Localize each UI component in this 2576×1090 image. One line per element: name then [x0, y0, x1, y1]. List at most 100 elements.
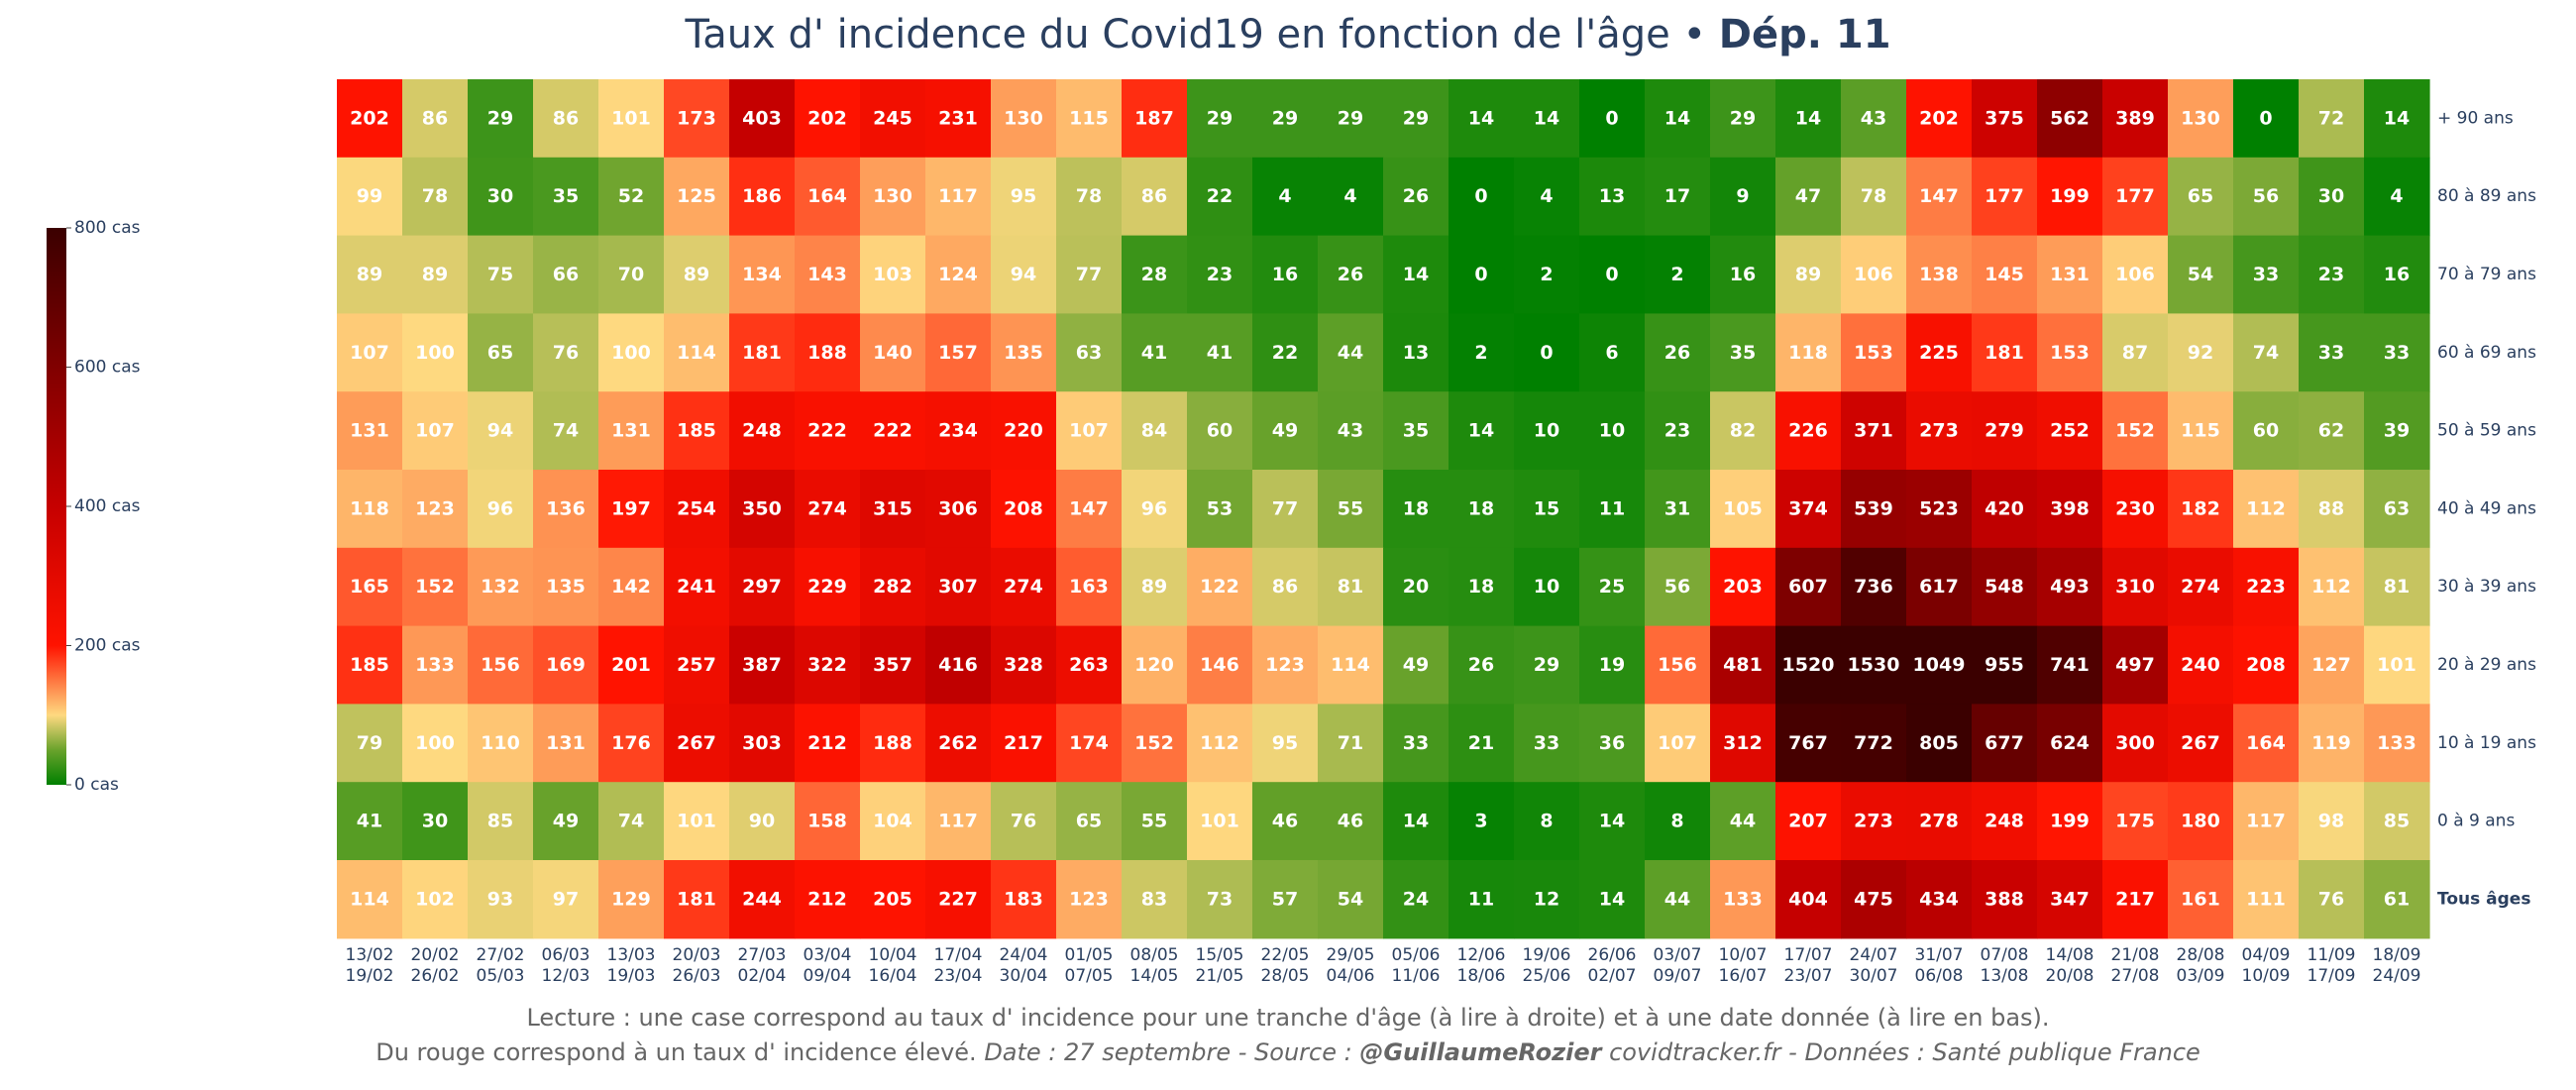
heatmap-cell — [2168, 860, 2234, 939]
cell-value-label: 273 — [1919, 420, 1959, 442]
heatmap-cell — [533, 157, 599, 237]
cell-value-label: 132 — [481, 576, 520, 598]
heatmap-cell — [1775, 860, 1842, 939]
heatmap-cell — [468, 782, 534, 861]
heatmap-cell — [1318, 391, 1384, 471]
heatmap-cell — [533, 391, 599, 471]
row-label: 60 à 69 ans — [2437, 343, 2536, 363]
cell-value-label: 136 — [546, 497, 586, 519]
heatmap-cell — [2168, 470, 2234, 549]
cell-value-label: 234 — [938, 420, 978, 442]
cell-value-label: 74 — [553, 420, 579, 442]
row-label: 70 à 79 ans — [2437, 265, 2536, 284]
cell-value-label: 173 — [677, 107, 716, 129]
cell-value-label: 125 — [677, 185, 716, 207]
cell-value-label: 212 — [807, 888, 847, 910]
cell-value-label: 112 — [2311, 576, 2351, 598]
cell-value-label: 35 — [553, 185, 579, 207]
chart-title-main: Taux d' incidence du Covid19 en fonction… — [684, 12, 1718, 57]
cell-value-label: 44 — [1664, 888, 1690, 910]
cell-value-label: 130 — [873, 185, 912, 207]
heatmap-cell — [2168, 782, 2234, 861]
cell-value-label: 805 — [1919, 732, 1959, 754]
cell-value-label: 181 — [1985, 342, 2024, 364]
heatmap-cell — [598, 470, 665, 549]
cell-value-label: 78 — [1861, 185, 1886, 207]
cell-value-label: 131 — [2050, 264, 2090, 285]
cell-value-label: 57 — [1272, 888, 1298, 910]
cell-value-label: 164 — [807, 185, 847, 207]
heatmap-cell — [925, 313, 992, 392]
column-label-end: 06/08 — [1915, 966, 1964, 986]
cell-value-label: 117 — [938, 811, 978, 832]
heatmap-cell — [2299, 782, 2365, 861]
heatmap-cell — [533, 470, 599, 549]
cell-value-label: 188 — [807, 342, 847, 364]
heatmap-cell — [337, 860, 403, 939]
heatmap-cell — [1775, 235, 1842, 314]
cell-value-label: 127 — [2311, 654, 2351, 676]
cell-value-label: 76 — [553, 342, 579, 364]
heatmap-cell — [1449, 79, 1515, 159]
colorbar-tick-label: 400 cas — [74, 496, 141, 516]
heatmap-cell — [1122, 704, 1188, 783]
heatmap-cell — [598, 547, 665, 627]
heatmap-cell — [925, 782, 992, 861]
column-label-start: 18/09 — [2373, 945, 2421, 965]
heatmap-cell — [729, 157, 796, 237]
heatmap-cell — [991, 79, 1057, 159]
cell-value-label: 4 — [1540, 185, 1553, 207]
heatmap-cell — [1122, 625, 1188, 705]
heatmap-cell — [1318, 157, 1384, 237]
heatmap-cell — [2037, 625, 2103, 705]
heatmap-cell — [1056, 157, 1123, 237]
cell-value-label: 97 — [553, 888, 579, 910]
heatmap-cell — [1187, 79, 1253, 159]
cell-value-label: 617 — [1919, 576, 1959, 598]
heatmap-cell — [1579, 79, 1646, 159]
cell-value-label: 65 — [2188, 185, 2213, 207]
column-label-start: 22/05 — [1261, 945, 1310, 965]
footer-credits: covidtracker.fr - Données : Santé publiq… — [1601, 1038, 2200, 1066]
cell-value-label: 199 — [2050, 811, 2090, 832]
heatmap-cell — [1514, 860, 1580, 939]
heatmap-cell — [664, 313, 730, 392]
heatmap-cell — [1906, 470, 1973, 549]
cell-value-label: 180 — [2181, 811, 2220, 832]
cell-value-label: 164 — [2246, 732, 2286, 754]
cell-value-label: 157 — [938, 342, 978, 364]
heatmap-cell — [1122, 547, 1188, 627]
cell-value-label: 111 — [2246, 888, 2286, 910]
cell-value-label: 78 — [422, 185, 448, 207]
heatmap-cell — [925, 547, 992, 627]
heatmap-cell — [2364, 782, 2430, 861]
column-label-start: 13/02 — [346, 945, 394, 965]
column-label-end: 30/04 — [1000, 966, 1048, 986]
heatmap-cell — [1972, 235, 2038, 314]
cell-value-label: 278 — [1919, 811, 1959, 832]
cell-value-label: 0 — [1540, 342, 1553, 364]
column-label-end: 28/05 — [1261, 966, 1310, 986]
heatmap-cell — [2037, 157, 2103, 237]
heatmap-cell — [1383, 470, 1449, 549]
footer-reading-note: Du rouge correspond à un taux d' inciden… — [376, 1038, 984, 1066]
heatmap-cell — [1056, 704, 1123, 783]
heatmap-cell — [2299, 860, 2365, 939]
cell-value-label: 74 — [618, 811, 644, 832]
cell-value-label: 63 — [1076, 342, 1102, 364]
heatmap-cell — [1056, 782, 1123, 861]
column-label-start: 19/06 — [1523, 945, 1571, 965]
heatmap-cell — [2299, 704, 2365, 783]
heatmap-cell — [729, 79, 796, 159]
cell-value-label: 135 — [546, 576, 586, 598]
cell-value-label: 23 — [1664, 420, 1690, 442]
heatmap-cell — [533, 313, 599, 392]
cell-value-label: 86 — [1141, 185, 1167, 207]
heatmap-cell — [795, 704, 861, 783]
heatmap-cell — [1449, 157, 1515, 237]
cell-value-label: 99 — [357, 185, 382, 207]
heatmap-cell — [1514, 391, 1580, 471]
heatmap-cell — [1645, 391, 1711, 471]
cell-value-label: 955 — [1985, 654, 2024, 676]
heatmap-cell — [2102, 470, 2169, 549]
